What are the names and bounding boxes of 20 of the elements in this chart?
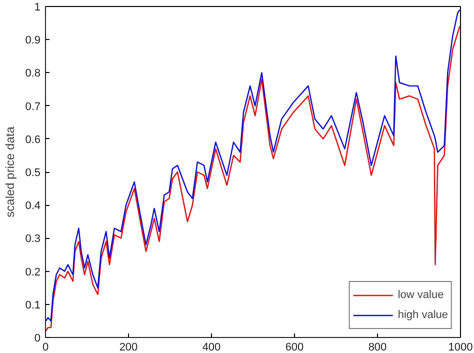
- x-tick-label: 200: [119, 342, 138, 353]
- y-tick-label: 1: [34, 2, 41, 14]
- y-tick-label: 0.8: [25, 68, 41, 80]
- y-tick-label: 0.1: [25, 299, 41, 312]
- y-tick-label: 0.3: [25, 233, 41, 246]
- y-tick-label: 0.4: [25, 200, 41, 212]
- y-tick-label: 0.7: [25, 100, 41, 113]
- y-axis-title: scaled price data: [3, 126, 18, 218]
- y-tick-label: 0.6: [25, 134, 41, 146]
- legend-label: high value: [398, 308, 448, 322]
- x-tick-label: 0: [42, 342, 49, 353]
- y-tick-label: 0: [34, 332, 41, 344]
- y-tick-label: 0.5: [25, 167, 41, 179]
- x-tick-label: 600: [285, 342, 304, 353]
- y-tick-label: 0.2: [25, 266, 41, 278]
- x-tick-label: 1000: [448, 342, 473, 353]
- legend-label: low value: [398, 288, 444, 302]
- y-tick-label: 0.9: [25, 34, 41, 47]
- x-tick-label: 800: [368, 342, 387, 353]
- x-tick-label: 400: [202, 342, 221, 353]
